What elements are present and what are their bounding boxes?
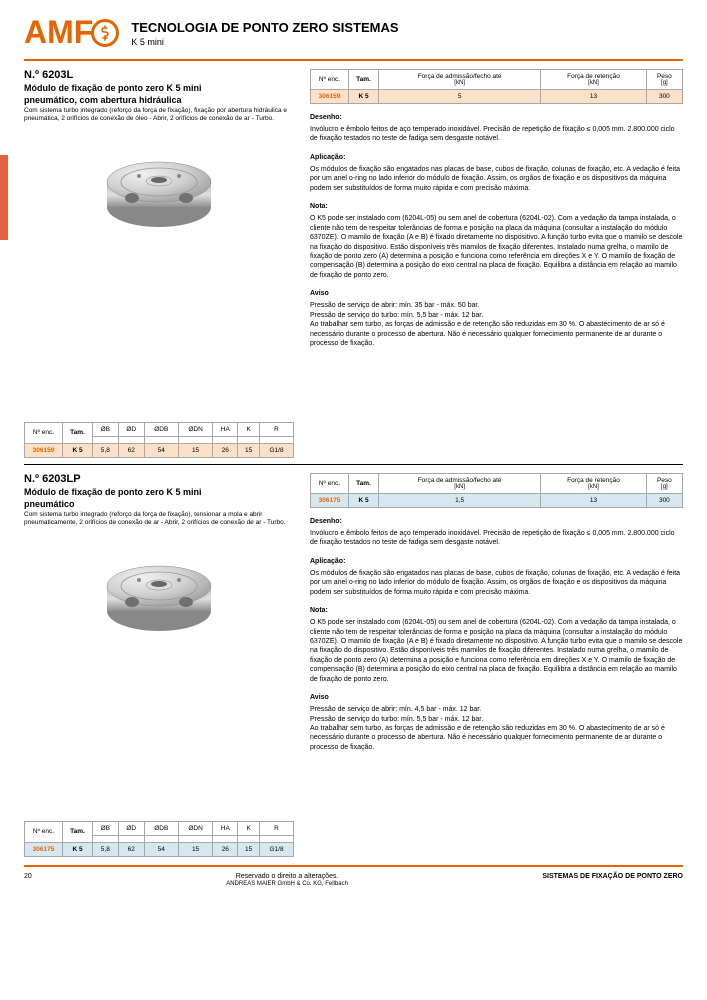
th: Força de admissão/fecho até bbox=[379, 473, 541, 484]
th: ØDB bbox=[144, 422, 178, 436]
text-desenho2: Invólucro e êmbolo feitos de aço tempera… bbox=[310, 529, 683, 548]
table-row: 306175 K 5 5,8 62 54 15 26 15 G1/8 bbox=[25, 842, 294, 856]
table-row: 306159 K 5 5 13 300 bbox=[311, 90, 683, 104]
th: ØD bbox=[118, 422, 144, 436]
side-tab bbox=[0, 155, 8, 240]
footer-title: SISTEMAS DE FIXAÇÃO DE PONTO ZERO bbox=[542, 873, 683, 887]
th: ØB bbox=[93, 422, 119, 436]
product2-code: N.º 6203LP bbox=[24, 473, 294, 485]
product2-dim-table: Nº enc. Tam. ØB ØD ØDB ØDN HA K R 3 bbox=[24, 821, 294, 857]
product1-variant: pneumático, com abertura hidráulica bbox=[24, 95, 294, 105]
th: ØD bbox=[118, 821, 144, 835]
table-row: 306175 K 5 1,5 13 300 bbox=[311, 493, 683, 507]
th: R bbox=[260, 422, 294, 436]
product2-image bbox=[87, 536, 232, 646]
th: Tam. bbox=[349, 70, 379, 90]
th: Tam. bbox=[63, 422, 93, 443]
page-number: 20 bbox=[24, 873, 32, 887]
product1-name: Módulo de fixação de ponto zero K 5 mini bbox=[24, 83, 294, 93]
th: Nº enc. bbox=[25, 821, 63, 842]
footer: 20 Reservado o direito a alterações. AND… bbox=[24, 871, 683, 887]
th: Nº enc. bbox=[311, 70, 349, 90]
label-aplicacao: Aplicação: bbox=[310, 154, 683, 161]
th: Força de retenção bbox=[541, 70, 647, 81]
footer-company: ANDREAS MAIER GmbH & Co. KG, Fellbach bbox=[226, 881, 348, 887]
th: Peso bbox=[646, 473, 682, 484]
th: K bbox=[238, 821, 260, 835]
th: K bbox=[238, 422, 260, 436]
header-subtitle: K 5 mini bbox=[131, 37, 398, 47]
th: Força de retenção bbox=[541, 473, 647, 484]
text-aviso: Pressão de serviço de abrir: mín. 35 bar… bbox=[310, 301, 683, 348]
label-nota: Nota: bbox=[310, 203, 683, 210]
text-aviso2: Pressão de serviço de abrir: mín. 4,5 ba… bbox=[310, 705, 683, 752]
product2-desc: Com sistema turbo integrado (reforço da … bbox=[24, 511, 294, 528]
th: Força de admissão/fecho até bbox=[379, 70, 541, 81]
logo-text: AMF bbox=[24, 14, 93, 51]
product1-dim-table: Nº enc. Tam. ØB ØD ØDB ØDN HA K R 3 bbox=[24, 422, 294, 458]
th: Peso bbox=[646, 70, 682, 81]
label-desenho: Desenho: bbox=[310, 114, 683, 121]
product1-code: N.º 6203L bbox=[24, 69, 294, 81]
th: R bbox=[260, 821, 294, 835]
amf-logo: AMF bbox=[24, 14, 119, 51]
product2-variant: pneumático bbox=[24, 499, 294, 509]
text-desenho: Invólucro e êmbolo feitos de aço tempera… bbox=[310, 125, 683, 144]
label-aviso2: Aviso bbox=[310, 694, 683, 701]
label-desenho2: Desenho: bbox=[310, 518, 683, 525]
th: Nº enc. bbox=[311, 473, 349, 493]
th: ØDN bbox=[178, 821, 213, 835]
product1-image bbox=[87, 132, 232, 242]
label-nota2: Nota: bbox=[310, 607, 683, 614]
header-rule bbox=[24, 59, 683, 61]
logo-spring-icon bbox=[91, 19, 119, 47]
label-aplicacao2: Aplicação: bbox=[310, 558, 683, 565]
footer-disclaimer: Reservado o direito a alterações. bbox=[236, 873, 339, 880]
label-aviso: Aviso bbox=[310, 290, 683, 297]
th: Tam. bbox=[63, 821, 93, 842]
th: ØDN bbox=[178, 422, 213, 436]
table-row: 306159 K 5 5,8 62 54 15 26 15 G1/8 bbox=[25, 443, 294, 457]
text-nota: O K5 pode ser instalado com (6204L-05) o… bbox=[310, 214, 683, 280]
product2-force-table: Nº enc. Tam. Força de admissão/fecho até… bbox=[310, 473, 683, 508]
product-separator bbox=[24, 464, 683, 465]
product2-name: Módulo de fixação de ponto zero K 5 mini bbox=[24, 487, 294, 497]
th: HA bbox=[213, 821, 238, 835]
page-header: AMF TECNOLOGIA DE PONTO ZERO SISTEMAS K … bbox=[24, 20, 683, 51]
text-aplicacao: Os módulos de fixação são engatados nas … bbox=[310, 165, 683, 193]
product1-force-table: Nº enc. Tam. Força de admissão/fecho até… bbox=[310, 69, 683, 104]
th: Tam. bbox=[349, 473, 379, 493]
th: Nº enc. bbox=[25, 422, 63, 443]
th: HA bbox=[213, 422, 238, 436]
product1-desc: Com sistema turbo integrado (reforço da … bbox=[24, 107, 294, 124]
th: ØDB bbox=[144, 821, 178, 835]
header-title: TECNOLOGIA DE PONTO ZERO SISTEMAS bbox=[131, 20, 398, 35]
text-aplicacao2: Os módulos de fixação são engatados nas … bbox=[310, 569, 683, 597]
th: ØB bbox=[93, 821, 119, 835]
footer-rule bbox=[24, 865, 683, 867]
text-nota2: O K5 pode ser instalado com (6204L-05) o… bbox=[310, 618, 683, 684]
